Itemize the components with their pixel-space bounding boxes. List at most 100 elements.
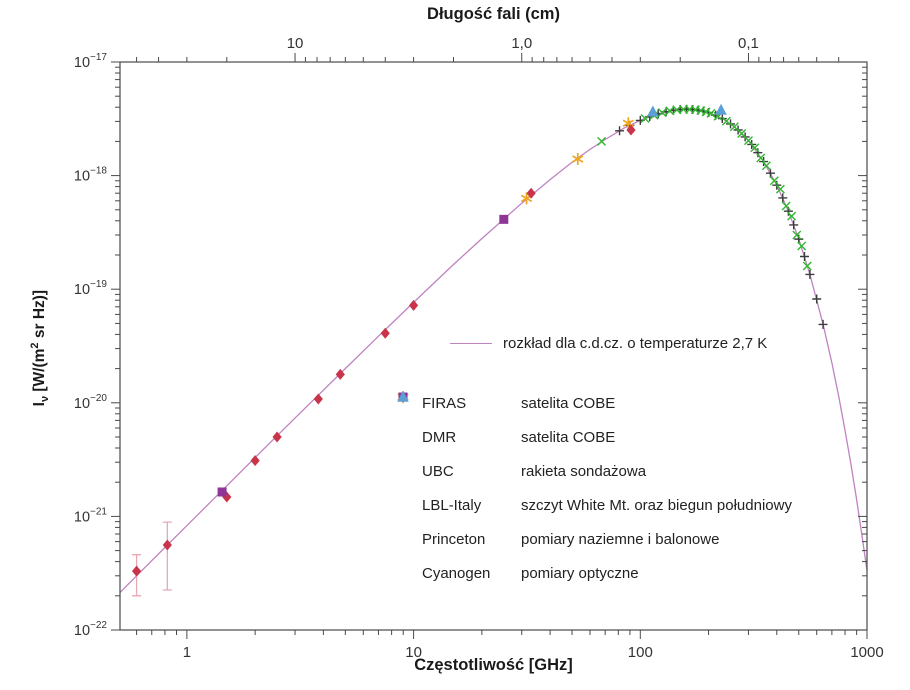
data-point-UBC — [737, 128, 747, 138]
legend-entry-desc: pomiary optyczne — [521, 564, 639, 582]
curve-legend: rozkład dla c.d.cz. o temperaturze 2,7 K — [450, 334, 767, 352]
bottom-axis-title: Częstotliwość [GHz] — [414, 656, 573, 674]
data-point-UBC — [696, 106, 706, 116]
data-point-Princeton — [499, 214, 509, 224]
x-tick-label: 1 — [183, 644, 191, 661]
data-point-DMR — [622, 117, 634, 130]
data-point-UBC — [787, 211, 797, 221]
y-axis-unit-pre: [W/(m — [31, 348, 49, 396]
data-point-LBL-Italy — [408, 299, 419, 311]
legend-row-LBL-Italy: LBL-Italy szczyt White Mt. oraz biegun po… — [392, 391, 792, 522]
y-tick-label: 10−19 — [74, 279, 108, 298]
data-point-FIRAS — [765, 168, 775, 178]
curve-legend-label: rozkład dla c.d.cz. o temperaturze 2,7 K — [503, 334, 768, 352]
data-point-Cyanogen — [647, 105, 659, 117]
error-bar — [162, 521, 172, 591]
data-point-LBL-Italy — [380, 327, 390, 339]
data-point-UBC — [701, 107, 711, 117]
y-tick-label: 10−17 — [74, 52, 108, 71]
data-point-UBC — [706, 108, 716, 118]
y-tick-exponent: −22 — [90, 620, 107, 631]
data-point-LBL-Italy — [526, 187, 536, 199]
data-point-LBL-Italy — [162, 539, 172, 551]
series-Cyanogen — [647, 103, 727, 117]
data-point-UBC — [769, 176, 779, 186]
y-tick-exponent: −21 — [90, 506, 107, 517]
top-tick-label: 1,0 — [511, 35, 532, 52]
axis-ticks — [111, 53, 868, 639]
data-point-Cyanogen — [715, 103, 727, 115]
data-point-FIRAS — [818, 319, 828, 329]
y-axis-symbol-sub: ν — [39, 395, 52, 403]
y-tick-exponent: −20 — [90, 393, 107, 404]
series-FIRAS — [615, 104, 828, 329]
data-point-Princeton — [217, 487, 227, 497]
legend-row-Princeton: Princeton pomiary naziemne i balonowe — [392, 392, 792, 556]
y-axis-symbol: I — [31, 402, 49, 407]
legend-entry-desc: satelita COBE — [521, 394, 616, 412]
blackbody-curve-sample — [450, 342, 492, 344]
data-point-DMR — [572, 153, 584, 165]
data-point-LBL-Italy — [272, 431, 282, 443]
data-point-UBC — [756, 153, 766, 163]
data-point-UBC — [750, 143, 760, 153]
y-axis-title: Iν [W/(m2 sr Hz)] — [29, 198, 51, 498]
legend-entry-desc: pomiary naziemne i balonowe — [521, 530, 720, 548]
data-point-LBL-Italy — [335, 368, 345, 380]
data-point-FIRAS — [726, 119, 736, 129]
top-axis-title: Długość fali (cm) — [427, 5, 560, 23]
data-point-FIRAS — [778, 193, 788, 203]
legend-marker-Cyanogen — [397, 390, 409, 402]
series-DMR — [520, 117, 634, 205]
data-point-UBC — [781, 201, 791, 211]
y-axis-unit-post: sr Hz)] — [31, 289, 49, 343]
plot-frame — [119, 61, 868, 631]
legend-entry-name: DMR — [422, 428, 457, 446]
y-tick-exponent: −17 — [90, 52, 107, 63]
y-tick-label: 10−22 — [74, 620, 108, 639]
x-tick-label: 10 — [405, 644, 422, 661]
legend-entry-desc: satelita COBE — [521, 428, 616, 446]
data-point-LBL-Italy — [131, 565, 142, 577]
data-point-UBC — [665, 106, 675, 116]
data-point-LBL-Italy — [250, 455, 260, 467]
data-point-UBC — [729, 122, 739, 132]
y-tick-exponent: −18 — [90, 166, 107, 177]
data-point-UBC — [597, 136, 607, 146]
x-tick-label: 1000 — [850, 644, 883, 661]
data-point-UBC — [775, 184, 785, 194]
data-point-LBL-Italy — [313, 393, 323, 405]
legend-entry-name: UBC — [422, 462, 454, 480]
legend: FIRAS satelita COBE DMR satelita COBE UBC rak… — [392, 386, 792, 590]
data-point-UBC — [721, 116, 731, 126]
series-Princeton — [217, 214, 509, 497]
top-tick-label: 0,1 — [738, 35, 759, 52]
y-axis-unit-sup: 2 — [28, 342, 41, 349]
legend-entry-name: Princeton — [422, 530, 486, 548]
legend-symbol — [397, 390, 409, 402]
data-point-UBC — [657, 108, 667, 118]
series-LBL-Italy — [131, 124, 636, 577]
data-point-UBC — [802, 261, 812, 271]
data-point-UBC — [797, 241, 807, 251]
data-point-LBL-Italy — [626, 124, 636, 136]
data-point-UBC — [761, 161, 771, 171]
data-point-FIRAS — [805, 269, 815, 279]
legend-entry-desc: rakieta sondażowa — [521, 462, 647, 480]
y-tick-exponent: −19 — [90, 279, 107, 290]
legend-row-Cyanogen: Cyanogen pomiary optyczne — [392, 390, 792, 590]
legend-entry-name: Cyanogen — [422, 564, 491, 582]
legend-row-DMR: DMR satelita COBE — [392, 391, 792, 454]
y-tick-label: 10−20 — [74, 393, 108, 412]
y-tick-label: 10−18 — [74, 166, 108, 185]
legend-row-FIRAS: FIRAS satelita COBE — [392, 386, 792, 420]
data-point-FIRAS — [615, 126, 625, 136]
data-point-UBC — [743, 136, 753, 146]
top-tick-label: 10 — [287, 35, 304, 52]
legend-row-UBC: UBC rakieta sondażowa — [392, 392, 792, 488]
data-point-FIRAS — [789, 220, 799, 230]
legend-entry-name: FIRAS — [422, 394, 467, 412]
data-point-FIRAS — [812, 294, 822, 304]
